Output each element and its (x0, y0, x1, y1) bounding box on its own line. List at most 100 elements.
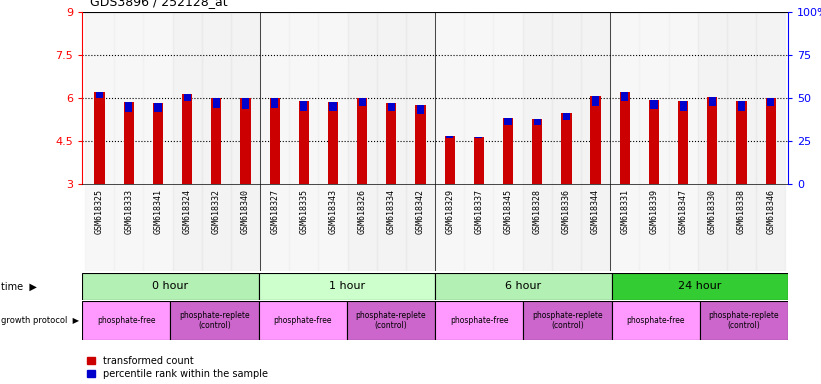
Bar (260, 184, 289, 271)
Text: phosphate-replete
(control): phosphate-replete (control) (709, 311, 779, 330)
Bar (211, 98, 222, 184)
Bar (699, 301, 788, 340)
Text: 24 hour: 24 hour (678, 281, 722, 291)
Bar (698, 12, 727, 184)
Bar (406, 184, 435, 271)
Bar (153, 103, 163, 184)
Text: 6 hour: 6 hour (505, 281, 542, 291)
Bar (114, 12, 144, 184)
Bar (503, 118, 513, 184)
Text: 1 hour: 1 hour (328, 281, 365, 291)
Bar (736, 101, 746, 184)
Bar (289, 12, 319, 184)
Bar (213, 98, 220, 108)
Bar (241, 98, 250, 184)
Bar (269, 98, 280, 184)
Bar (680, 101, 686, 111)
Bar (523, 184, 552, 271)
Bar (172, 184, 202, 271)
Text: GSM618324: GSM618324 (182, 189, 191, 233)
Bar (524, 301, 612, 340)
Bar (259, 273, 435, 300)
Bar (406, 12, 435, 184)
Text: GSM618333: GSM618333 (124, 189, 133, 233)
Text: GSM618336: GSM618336 (562, 189, 571, 233)
Bar (184, 94, 190, 101)
Bar (85, 184, 114, 271)
Bar (347, 301, 435, 340)
Text: phosphate-replete
(control): phosphate-replete (control) (179, 311, 250, 330)
Bar (202, 12, 231, 184)
Bar (707, 98, 718, 184)
Bar (172, 12, 202, 184)
Bar (532, 119, 543, 184)
Text: GSM618334: GSM618334 (387, 189, 396, 233)
Bar (610, 12, 640, 184)
Bar (386, 103, 397, 184)
Bar (271, 98, 278, 108)
Bar (640, 12, 668, 184)
Text: GSM618347: GSM618347 (679, 189, 688, 233)
Bar (171, 301, 259, 340)
Bar (299, 101, 309, 184)
Text: GSM618344: GSM618344 (591, 189, 600, 233)
Bar (242, 99, 249, 109)
Bar (347, 12, 377, 184)
Text: GSM618328: GSM618328 (533, 189, 542, 233)
Text: phosphate-free: phosphate-free (450, 316, 508, 325)
Text: GSM618345: GSM618345 (503, 189, 512, 233)
Bar (347, 184, 377, 271)
Bar (592, 96, 599, 106)
Text: phosphate-free: phosphate-free (97, 316, 155, 325)
Bar (114, 184, 144, 271)
Text: GSM618338: GSM618338 (737, 189, 746, 233)
Bar (231, 12, 260, 184)
Bar (727, 184, 756, 271)
Bar (756, 184, 785, 271)
Bar (668, 184, 698, 271)
Text: GSM618339: GSM618339 (649, 189, 658, 233)
Bar (563, 113, 570, 121)
Bar (738, 101, 745, 111)
Bar (493, 184, 523, 271)
Bar (475, 137, 483, 138)
Bar (756, 12, 785, 184)
Bar (668, 12, 698, 184)
Bar (435, 273, 612, 300)
Bar (319, 184, 347, 271)
Bar (144, 184, 172, 271)
Text: 0 hour: 0 hour (152, 281, 189, 291)
Bar (620, 92, 630, 184)
Bar (523, 12, 552, 184)
Bar (94, 92, 105, 184)
Bar (534, 119, 541, 125)
Text: GSM618337: GSM618337 (475, 189, 484, 233)
Bar (504, 118, 511, 125)
Bar (590, 96, 601, 184)
Text: GSM618342: GSM618342 (416, 189, 425, 233)
Bar (435, 301, 524, 340)
Text: GSM618335: GSM618335 (300, 189, 309, 233)
Bar (435, 12, 465, 184)
Bar (446, 136, 453, 138)
Text: GSM618326: GSM618326 (358, 189, 367, 233)
Bar (581, 12, 610, 184)
Bar (727, 12, 756, 184)
Bar (621, 92, 628, 101)
Bar (377, 12, 406, 184)
Bar (231, 184, 260, 271)
Text: GSM618343: GSM618343 (328, 189, 337, 233)
Bar (415, 105, 425, 184)
Text: phosphate-free: phosphate-free (626, 316, 685, 325)
Bar (612, 301, 700, 340)
Bar (678, 101, 688, 184)
Bar (289, 184, 319, 271)
Bar (493, 12, 523, 184)
Bar (182, 94, 192, 184)
Bar (144, 12, 172, 184)
Bar (259, 301, 346, 340)
Bar (260, 12, 289, 184)
Bar (202, 184, 231, 271)
Text: GSM618325: GSM618325 (95, 189, 104, 233)
Bar (698, 184, 727, 271)
